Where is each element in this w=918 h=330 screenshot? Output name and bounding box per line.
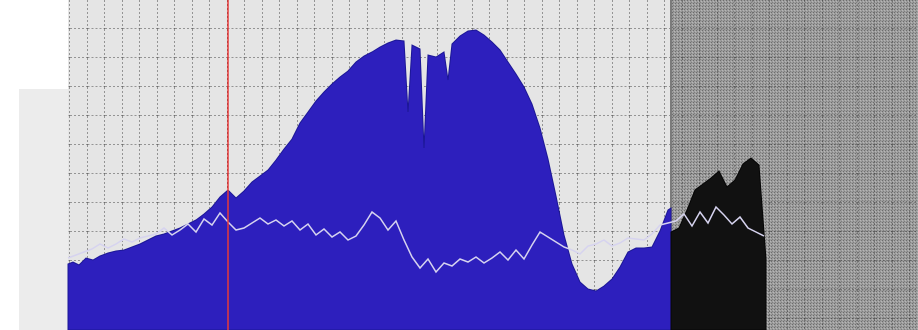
right-histogram-area [670, 157, 767, 330]
left-margin-strip [19, 89, 68, 330]
overlay-trace-line [67, 205, 765, 274]
